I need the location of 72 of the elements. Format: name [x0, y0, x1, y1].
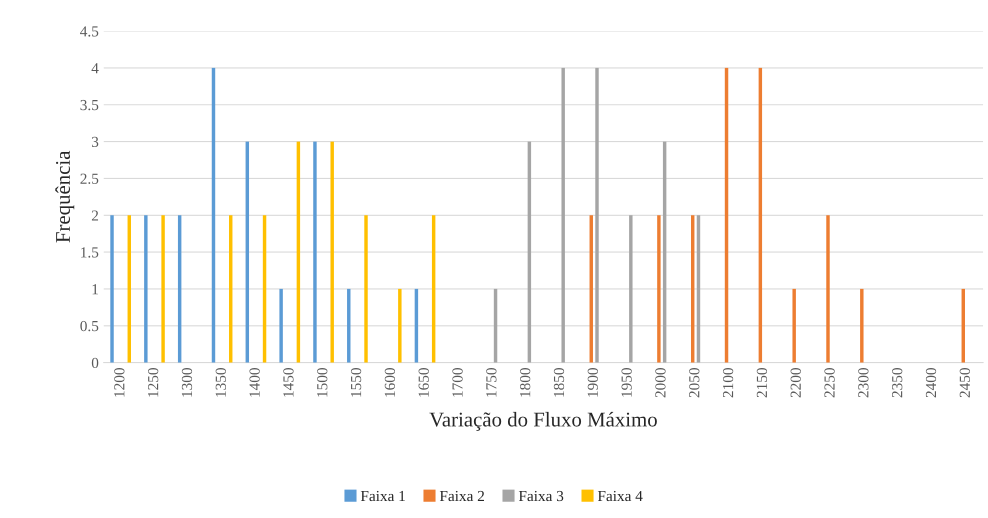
legend-label: Faixa 1	[360, 490, 405, 502]
y-tick-label: 0	[92, 358, 98, 368]
x-tick-label: 2100	[722, 368, 734, 398]
bar	[590, 215, 593, 363]
bar	[398, 288, 402, 363]
x-tick-label: 2050	[689, 368, 700, 398]
bar	[629, 215, 633, 363]
x-tick-label: 2200	[790, 368, 801, 398]
bar	[296, 142, 300, 363]
bar	[860, 288, 864, 363]
bar	[330, 142, 334, 363]
y-tick-label: 0.5	[80, 320, 98, 332]
x-tick-label: 1400	[249, 368, 260, 397]
x-tick-label: 1800	[520, 368, 530, 397]
legend-label: Faixa 4	[598, 490, 643, 502]
x-tick-label: 1250	[148, 368, 158, 397]
y-tick-label: 1.5	[81, 247, 98, 258]
bar	[528, 142, 532, 363]
bar	[279, 288, 283, 363]
y-axis-title: Frequência	[55, 150, 74, 243]
x-tick-label: 2450	[960, 368, 970, 398]
bar	[414, 288, 418, 363]
y-tick-label: 4	[92, 63, 99, 74]
bar	[962, 288, 965, 363]
bar	[432, 215, 436, 363]
x-tick-label: 1850	[554, 368, 564, 397]
bar	[144, 215, 148, 363]
x-tick-label: 2150	[756, 368, 768, 398]
bar	[792, 288, 796, 363]
x-tick-label: 1900	[588, 368, 598, 397]
x-tick-label: 2300	[858, 368, 869, 398]
y-tick-label: 2.5	[80, 174, 98, 184]
y-tick-label: 2	[92, 210, 98, 221]
y-tick-label: 1	[92, 284, 98, 294]
x-tick-label: 2000	[655, 368, 666, 398]
bar	[662, 142, 666, 363]
bar	[690, 215, 694, 363]
bar	[110, 215, 114, 363]
bar	[128, 215, 131, 363]
x-tick-label: 1200	[114, 368, 124, 397]
legend-label: Faixa 2	[440, 490, 484, 502]
x-tick-label: 2250	[824, 368, 835, 398]
y-tick-label: 4.5	[80, 26, 98, 37]
x-tick-label: 1450	[283, 368, 294, 397]
x-tick-label: 1500	[317, 368, 328, 397]
legend-label: Faixa 3	[518, 490, 564, 502]
x-tick-label: 1550	[350, 368, 362, 397]
bar	[161, 215, 165, 363]
x-tick-label: 1700	[452, 368, 463, 397]
x-tick-label: 1600	[384, 368, 396, 397]
bar	[657, 215, 661, 363]
bar	[696, 215, 700, 363]
bar	[724, 68, 728, 363]
bar	[561, 68, 565, 363]
x-tick-label: 2400	[926, 368, 936, 398]
x-tick-label: 1350	[216, 368, 226, 397]
x-tick-label: 1650	[418, 368, 429, 397]
x-tick-label: 1950	[621, 368, 632, 397]
y-tick-label: 3	[92, 136, 98, 148]
x-axis-title: Variação do Fluxo Máximo	[429, 412, 657, 431]
x-tick-label: 2350	[892, 368, 902, 398]
x-tick-label: 1750	[486, 368, 496, 397]
bar	[494, 288, 498, 363]
bar	[262, 215, 266, 363]
bar	[246, 142, 250, 363]
bar	[313, 142, 317, 363]
bar	[758, 68, 762, 363]
bar	[178, 215, 182, 363]
bar	[347, 288, 350, 363]
y-tick-label: 3.5	[80, 100, 98, 110]
x-tick-label: 1300	[182, 368, 192, 397]
bar	[229, 215, 232, 363]
